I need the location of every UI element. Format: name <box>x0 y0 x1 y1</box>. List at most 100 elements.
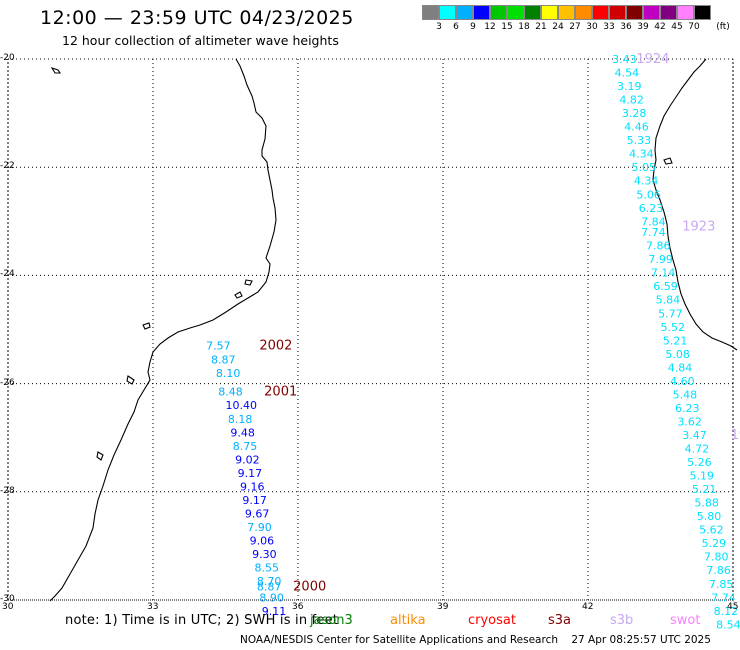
satellite-swot: swot <box>670 613 701 628</box>
wave-height-value: 4.82 <box>619 94 644 107</box>
color-tick-label: 39 <box>637 22 649 32</box>
latitude-label: -20 <box>0 53 15 63</box>
color-swatch <box>609 5 626 20</box>
wave-height-value: 9.48 <box>230 426 255 439</box>
wave-height-value: 5.52 <box>661 321 686 334</box>
africa-coastline <box>49 58 277 602</box>
color-swatch <box>694 5 711 20</box>
latitude-label: -26 <box>0 377 15 388</box>
islet-f <box>663 157 673 165</box>
color-swatch <box>575 5 592 20</box>
color-tick-label: 15 <box>501 22 513 32</box>
satellite-altika: altika <box>390 613 426 628</box>
wave-height-value: 5.33 <box>627 134 652 147</box>
madagascar-coastline <box>652 58 738 351</box>
wave-height-value: 4.34 <box>629 148 654 161</box>
longitude-label: 39 <box>437 602 449 612</box>
wave-height-value: 5.19 <box>690 470 715 483</box>
wave-height-value: 8.54 <box>716 618 740 631</box>
altimeter-tracks: 7.578.878.1020028.4810.408.189.488.759.0… <box>206 52 740 631</box>
wave-height-value: 8.18 <box>228 413 253 426</box>
wave-height-value: 7.84 <box>641 215 666 228</box>
wave-height-value: 5.21 <box>692 483 717 496</box>
color-swatch <box>524 5 541 20</box>
color-tick-label: 36 <box>620 22 632 32</box>
islet-b <box>244 279 253 286</box>
color-swatch <box>456 5 473 20</box>
page-subtitle: 12 hour collection of altimeter wave hei… <box>62 33 339 48</box>
wave-height-value: 5.62 <box>699 524 724 537</box>
wave-height-value: 7.99 <box>648 253 673 266</box>
latitude-label: -30 <box>0 594 15 604</box>
wave-height-value: 5.84 <box>656 294 681 307</box>
color-swatch <box>422 5 439 20</box>
map-frame <box>7 58 734 601</box>
wave-height-value: 5.80 <box>697 510 722 523</box>
color-tick-label: 24 <box>552 22 564 32</box>
color-tick-label: 12 <box>484 22 496 32</box>
wave-height-value: 8.87 <box>211 353 236 366</box>
lat-lon-grid <box>7 58 734 601</box>
color-swatch <box>626 5 643 20</box>
color-tick-label: 6 <box>453 22 459 32</box>
wave-height-value: 7.57 <box>206 340 231 353</box>
wave-height-value: 9.67 <box>245 507 269 520</box>
color-swatch <box>473 5 490 20</box>
longitude-label: 45 <box>727 602 739 612</box>
wave-height-value: 5.29 <box>702 537 727 550</box>
color-swatch <box>558 5 575 20</box>
wave-height-value: 6.23 <box>639 202 664 215</box>
color-tick-label: 70 <box>688 22 700 32</box>
wave-height-value: 4.54 <box>615 67 640 80</box>
coastline <box>49 58 738 602</box>
wave-height-value: 5.06 <box>636 188 661 201</box>
wave-height-value: 9.06 <box>250 534 275 547</box>
wave-height-value: 3.28 <box>622 107 647 120</box>
wave-height-value: 3.47 <box>682 429 707 442</box>
pass-time-label: 2001 <box>264 385 297 400</box>
pass-time-label: 2000 <box>293 579 326 594</box>
color-tick-label: 33 <box>603 22 615 32</box>
color-swatch <box>439 5 456 20</box>
longitude-label: 42 <box>582 602 594 612</box>
islet-d <box>96 451 104 461</box>
color-swatch <box>643 5 660 20</box>
satellite-s3a: s3a <box>548 613 572 628</box>
longitude-label: 33 <box>147 602 159 612</box>
color-tick-label: 9 <box>470 22 476 32</box>
wave-height-value: 4.60 <box>670 375 695 388</box>
color-tick-label: 27 <box>569 22 581 32</box>
footer-note: note: 1) Time is in UTC; 2) SWH is in fe… <box>65 613 339 628</box>
pass-time-label: 2002 <box>259 339 292 354</box>
islet-c <box>234 291 243 299</box>
longitude-label: 30 <box>2 602 14 612</box>
wave-height-value: 8.55 <box>255 562 280 575</box>
islet-a <box>50 67 62 74</box>
wave-height-value: 9.17 <box>242 494 267 507</box>
wave-height-value: 8.12 <box>714 605 739 618</box>
color-swatch <box>592 5 609 20</box>
wave-height-value: 8.87 <box>257 580 282 593</box>
wave-height-value: 5.48 <box>673 388 698 401</box>
wave-height-value: 7.90 <box>247 521 272 534</box>
latitude-label: -22 <box>0 161 15 172</box>
color-tick-label: 21 <box>535 22 547 32</box>
color-tick-label: 18 <box>518 22 530 32</box>
page-title: 12:00 — 23:59 UTC 04/23/2025 <box>40 7 354 29</box>
wave-height-value: 7.74 <box>641 226 666 239</box>
wave-height-value: 5.88 <box>694 497 719 510</box>
islet-e <box>142 322 151 330</box>
wave-height-value: 4.84 <box>668 361 693 374</box>
wave-height-value: 7.86 <box>646 240 671 253</box>
wave-height-value: 3.19 <box>617 80 642 93</box>
color-swatch <box>490 5 507 20</box>
credit-line: NOAA/NESDIS Center for Satellite Applica… <box>240 634 711 646</box>
longitude-label: 36 <box>292 602 304 612</box>
color-tick-label: 42 <box>654 22 666 32</box>
latitude-label: -24 <box>0 269 15 280</box>
wave-height-value: 9.17 <box>238 467 262 480</box>
wave-height-value: 7.80 <box>704 551 729 564</box>
color-unit-label: (ft) <box>716 22 730 32</box>
color-tick-label: 30 <box>586 22 598 32</box>
